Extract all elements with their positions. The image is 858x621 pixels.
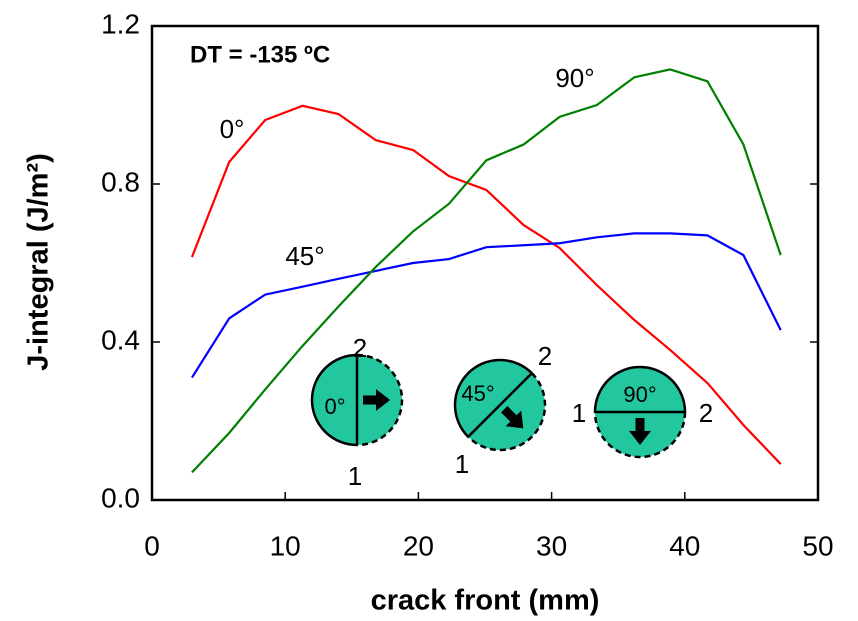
inset-angle: 45° [461,381,494,406]
y-tick-label: 0.8 [101,166,140,197]
inset [453,358,547,452]
inset-edge-dashed [467,372,547,452]
series-line [191,68,782,474]
x-tick-label: 0 [144,530,160,561]
inset-end: 2 [538,341,552,371]
y-tick-label: 0.4 [101,324,140,355]
inset [310,353,404,447]
series-line [191,232,782,379]
series-label: 45° [285,241,324,271]
x-tick-label: 50 [802,530,833,561]
annotation: DT = -135 ºC [190,41,330,68]
inset-end: 2 [353,333,367,363]
arrow-head [376,389,390,411]
inset-edge [593,365,687,413]
arrow-shaft [501,406,518,423]
inset-edge [453,358,533,438]
x-tick-label: 20 [403,530,434,561]
y-tick-label: 1.2 [101,8,140,39]
inset-end: 2 [699,398,713,428]
arrow-head [505,410,524,429]
inset-angle: 90° [623,382,656,407]
inset-edge [310,353,358,447]
inset-edge-dashed [356,353,404,447]
x-axis-label: crack front (mm) [371,585,600,617]
x-tick-label: 10 [270,530,301,561]
inset-end: 1 [572,398,586,428]
plot-frame [150,24,820,502]
inset-end: 1 [455,449,469,479]
inset-edge-dashed [593,411,687,459]
y-axis-label: J-integral (J/m²) [23,153,55,371]
series-label: 90° [555,63,594,93]
series-label: 0° [220,114,245,144]
inset-angle: 0° [324,394,345,419]
crack-line [467,372,533,438]
arrow-head [629,431,651,445]
series-line [190,104,782,465]
x-tick-label: 30 [536,530,567,561]
inset [593,365,687,459]
x-tick-label: 40 [669,530,700,561]
inset-end: 1 [348,461,362,491]
y-tick-label: 0.0 [101,482,140,513]
